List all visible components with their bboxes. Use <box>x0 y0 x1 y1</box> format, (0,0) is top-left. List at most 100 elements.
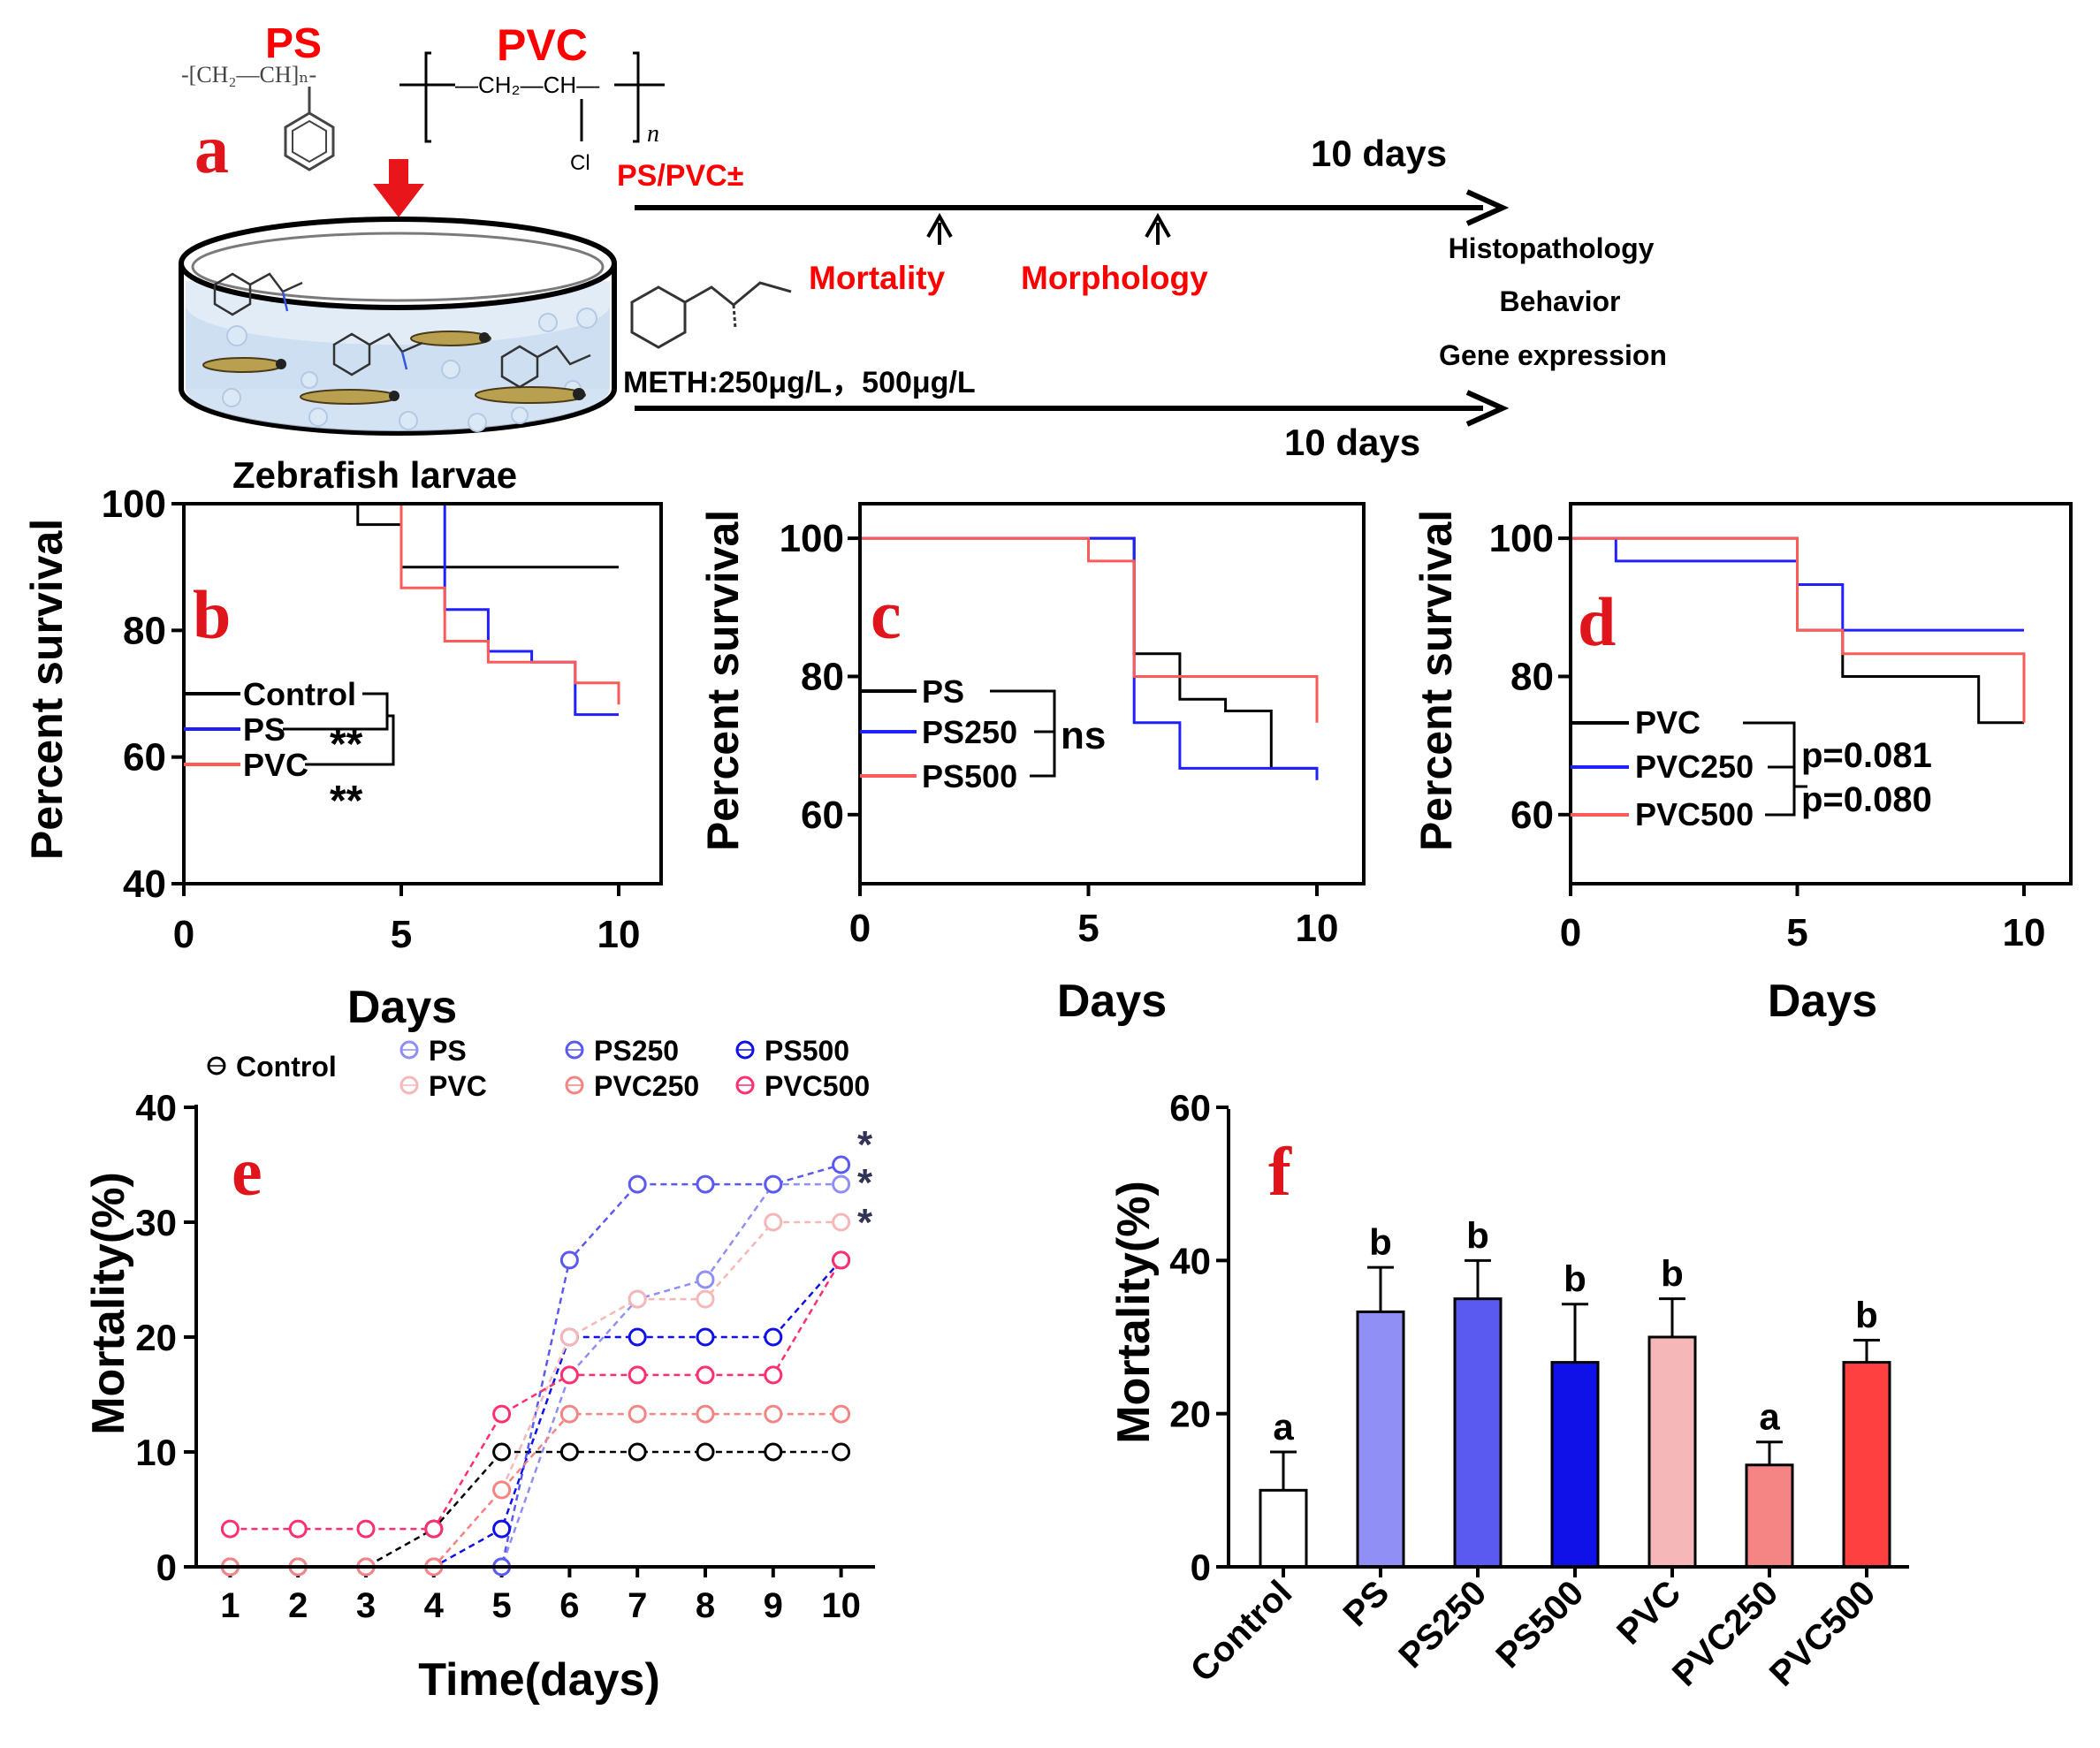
category-label: PS250 <box>1391 1573 1494 1676</box>
y-tick-label: 100 <box>780 517 844 560</box>
survival-line-ps500 <box>860 536 1319 723</box>
y-tick-label: 60 <box>1169 1087 1211 1129</box>
mortality-point <box>628 1365 647 1385</box>
mortality-timepoint-label: Mortality <box>809 260 946 296</box>
y-tick-label: 60 <box>123 736 166 779</box>
x-tick-label: 5 <box>1077 907 1099 950</box>
bar <box>1842 1361 1891 1569</box>
panel-e-letter: e <box>232 1133 262 1210</box>
panel-d-ticks: 0 5 10 60 80 100 <box>1489 517 2046 954</box>
panel-d-frame <box>1569 502 2073 885</box>
panel-b-legend: Control PS PVC ** ** <box>184 676 395 825</box>
panel-e-sig-2: * <box>857 1161 873 1205</box>
mortality-line <box>230 1259 842 1569</box>
survival-line-pvc <box>184 502 620 705</box>
panel-b-sig-ps: ** <box>330 721 363 768</box>
panel-f-ticks: 0 20 40 60 <box>1169 1087 1229 1588</box>
panel-d-p-pvc500: p=0.080 <box>1801 780 1932 819</box>
panel-c-x-label: Days <box>1057 976 1167 1027</box>
x-tick-label: 6 <box>559 1586 579 1625</box>
mortality-line <box>230 1163 841 1569</box>
legend-b-control: Control <box>243 676 356 712</box>
red-down-arrow-icon <box>373 159 424 217</box>
endpoint-gene-expression: Gene expression <box>1439 339 1667 371</box>
panel-c-sig: ns <box>1061 714 1106 757</box>
panel-d-y-label: Percent survival <box>1411 510 1461 851</box>
x-tick-label: 8 <box>696 1586 715 1625</box>
panel-f-y-label: Mortality(%) <box>1108 1181 1160 1444</box>
mortality-line <box>230 1450 841 1569</box>
panel-b-sig-pvc: ** <box>330 778 363 825</box>
panel-f-letter: f <box>1268 1133 1292 1210</box>
mortality-point <box>832 1212 851 1232</box>
mortality-line <box>230 1259 842 1531</box>
panel-a-letter: a <box>194 110 229 187</box>
panel-c-legend: PS PS250 PS500 ns <box>860 673 1106 794</box>
category-label: PVC <box>1609 1573 1688 1652</box>
legend-e-pvc500: PVC500 <box>765 1070 870 1102</box>
panel-a-schematic: a PS PVC -[CH₂—CH]ₙ- —CH₂—CH— Cl n <box>179 20 1667 496</box>
endpoint-behavior: Behavior <box>1500 285 1621 317</box>
bottom-timeline-arrow <box>635 390 1510 427</box>
vessel-caption: Zebrafish larvae <box>232 454 517 496</box>
mortality-point <box>559 1365 579 1385</box>
legend-c-ps: PS <box>922 673 964 710</box>
mortality-point <box>628 1442 647 1462</box>
mortality-point <box>288 1519 308 1539</box>
y-tick-label: 80 <box>801 655 844 698</box>
panel-e-y-label: Mortality(%) <box>83 1172 134 1435</box>
bar <box>1259 1488 1308 1569</box>
panel-b-survival-chart: b Percent survival Days 0 5 10 40 60 80 100 Co… <box>22 483 663 1033</box>
x-tick-label: 7 <box>628 1586 647 1625</box>
bar-group-ps250: b PS250 <box>1391 1214 1503 1676</box>
y-tick-label: 80 <box>123 609 166 652</box>
mortality-point <box>764 1174 783 1194</box>
mortality-point <box>764 1404 783 1424</box>
panel-c-series <box>860 536 1319 780</box>
mortality-series-ps250 <box>220 1155 851 1577</box>
mortality-point <box>559 1442 579 1462</box>
pvc-label: PVC <box>497 20 588 70</box>
mortality-point <box>492 1519 512 1539</box>
survival-line-ps <box>184 502 619 717</box>
y-tick-label: 0 <box>156 1547 177 1588</box>
legend-c-ps500: PS500 <box>922 758 1017 794</box>
bar <box>1453 1297 1503 1569</box>
x-tick-label: 5 <box>1786 911 1807 954</box>
panel-e-x-label: Time(days) <box>418 1654 660 1706</box>
panel-e-sig-1: * <box>857 1123 873 1167</box>
meth-dose-label: METH:250μg/L，500μg/L <box>623 366 976 399</box>
y-tick-label: 40 <box>1169 1240 1211 1281</box>
panel-f-mortality-bar-chart: f Mortality(%) 0 20 40 60 a Control b PS b PS250… <box>1108 1087 1909 1694</box>
mortality-point <box>559 1404 579 1424</box>
x-tick-label: 0 <box>173 913 194 956</box>
y-tick-label: 10 <box>135 1432 177 1473</box>
legend-d-pvc500: PVC500 <box>1635 796 1754 832</box>
y-tick-label: 60 <box>801 794 844 837</box>
morphology-timepoint-label: Morphology <box>1021 260 1208 296</box>
mortality-point <box>764 1365 783 1385</box>
y-tick-label: 100 <box>102 483 166 526</box>
bar <box>1550 1361 1600 1569</box>
survival-line-pvc500 <box>1571 536 2026 723</box>
panel-c-y-label: Percent survival <box>698 510 748 851</box>
y-tick-label: 30 <box>135 1202 177 1243</box>
mortality-point <box>832 1250 851 1270</box>
significance-letter: b <box>1564 1258 1586 1300</box>
x-tick-label: 0 <box>849 907 871 950</box>
pvc-structure-icon: —CH₂—CH— Cl n <box>399 51 665 175</box>
legend-e-ps250: PS250 <box>594 1035 679 1067</box>
significance-letter: a <box>1273 1406 1294 1448</box>
mortality-series-ps <box>220 1174 851 1577</box>
panel-e-legend: Control PS PS250 PS500 PVC PVC250 PVC500 <box>207 1035 870 1102</box>
x-tick-label: 2 <box>288 1586 308 1625</box>
category-label: PVC250 <box>1665 1573 1785 1693</box>
y-tick-label: 40 <box>123 863 166 906</box>
mortality-point <box>628 1404 647 1424</box>
panel-d-letter: d <box>1578 583 1616 660</box>
mortality-point <box>628 1174 647 1194</box>
mortality-point <box>696 1442 715 1462</box>
bottom-duration-label: 10 days <box>1284 422 1420 463</box>
category-label: Control <box>1183 1573 1300 1690</box>
